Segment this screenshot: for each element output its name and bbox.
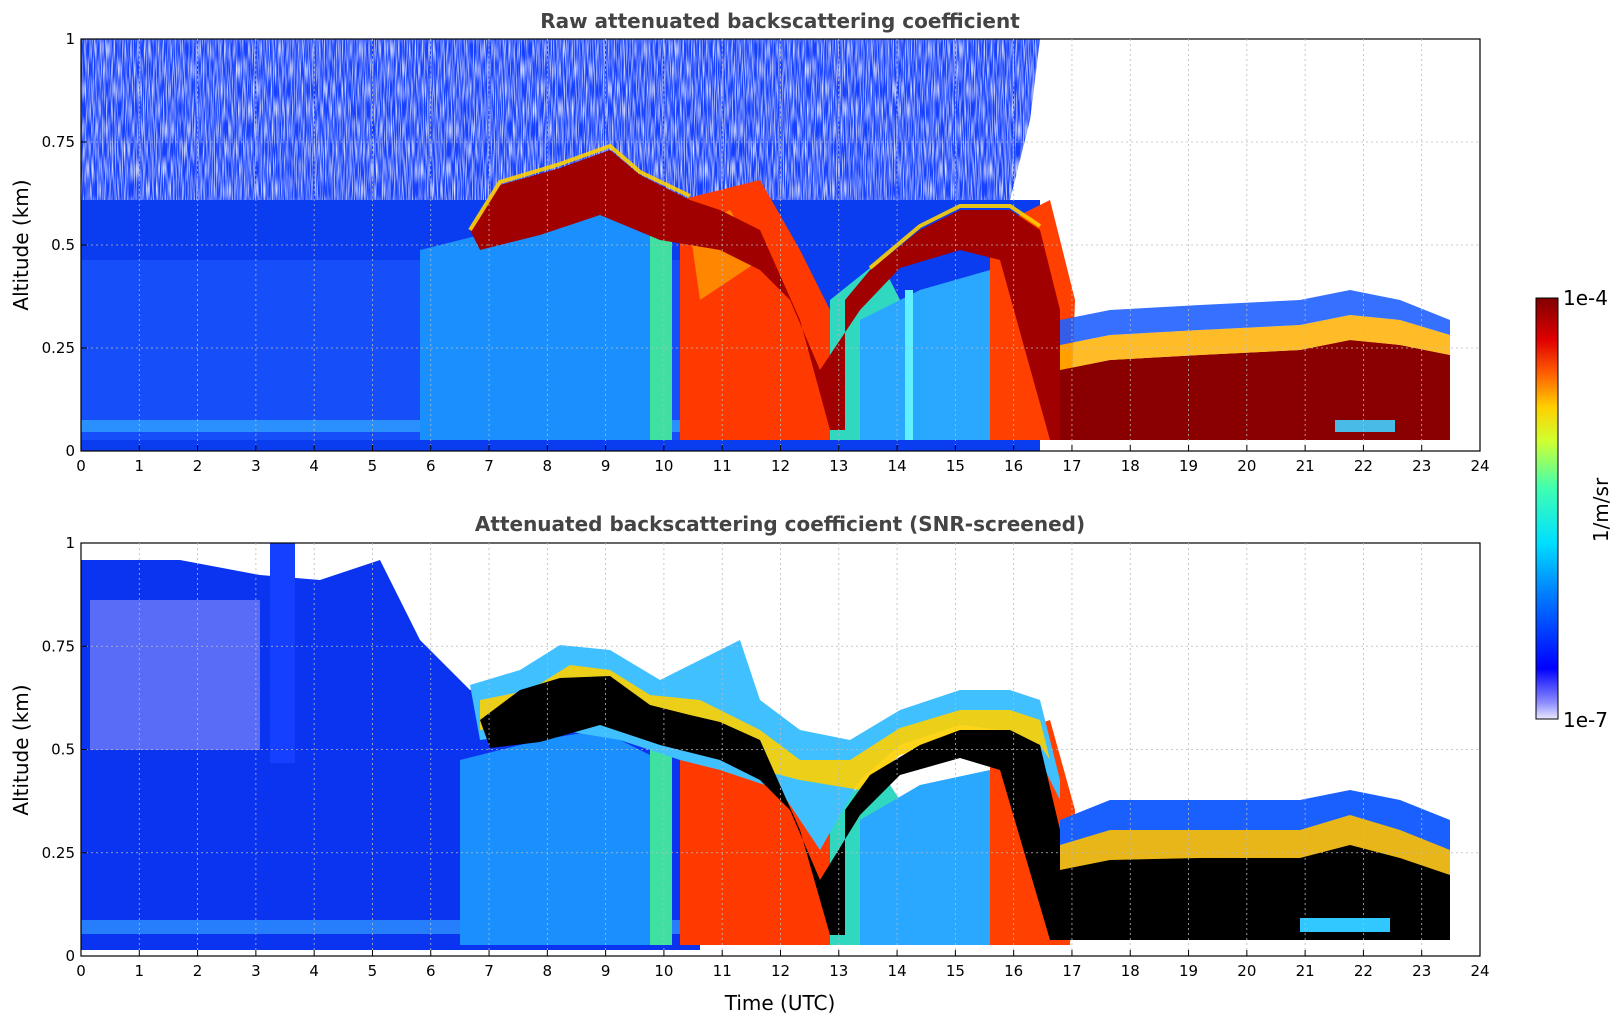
top-x-tick-label: 14 — [888, 457, 907, 475]
bottom-y-axis-label: Altitude (km) — [9, 684, 33, 815]
bottom-x-tick-label: 6 — [426, 962, 436, 980]
bottom-panel-title: Attenuated backscattering coefficient (S… — [475, 512, 1085, 536]
top-x-tick-label: 20 — [1237, 457, 1256, 475]
bottom-x-tick-label: 1 — [135, 962, 145, 980]
top-x-tick-label: 9 — [601, 457, 611, 475]
top-x-tick-label: 0 — [76, 457, 86, 475]
bottom-x-tick-label: 13 — [829, 962, 848, 980]
bottom-x-tick-label: 21 — [1296, 962, 1315, 980]
top-x-tick-label: 24 — [1470, 457, 1489, 475]
top-x-ticks: 0 1 2 3 4 5 6 7 8 9 10 11 12 13 14 15 16 17 18 19 20 21 22 23 24 — [76, 445, 1490, 475]
top-x-tick-label: 3 — [251, 457, 261, 475]
bottom-night-column-3 — [270, 543, 295, 763]
bottom-y-tick-label: 0.5 — [51, 741, 75, 759]
bottom-x-tick-label: 20 — [1237, 962, 1256, 980]
top-x-tick-label: 22 — [1354, 457, 1373, 475]
colorbar-max-label: 1e-4 — [1563, 286, 1608, 310]
top-y-tick-label: 0.5 — [51, 236, 75, 254]
top-bl-fringe-17-24 — [1060, 315, 1450, 370]
bottom-x-tick-label: 15 — [946, 962, 965, 980]
bottom-y-tick-label: 1 — [65, 534, 75, 552]
top-sub-layer-13-16 — [860, 270, 990, 440]
bottom-bl-black — [1060, 845, 1450, 940]
bottom-x-tick-label: 16 — [1004, 962, 1023, 980]
bottom-panel: Attenuated backscattering coefficient (S… — [9, 512, 1490, 1015]
bottom-x-tick-label: 5 — [368, 962, 378, 980]
bottom-bl-cyan-base — [1300, 918, 1390, 932]
bottom-x-tick-label: 23 — [1412, 962, 1431, 980]
top-x-tick-label: 18 — [1121, 457, 1140, 475]
bottom-saturated-layer — [480, 676, 1060, 940]
top-x-tick-label: 12 — [771, 457, 790, 475]
top-x-tick-label: 2 — [193, 457, 203, 475]
top-heatmap — [81, 39, 1480, 451]
top-x-tick-label: 1 — [135, 457, 145, 475]
top-main-layer-fringe — [468, 143, 691, 232]
top-x-tick-label: 13 — [829, 457, 848, 475]
colorbar: 1e-4 1e-7 1/m/sr — [1535, 286, 1613, 732]
bottom-x-tick-label: 9 — [601, 962, 611, 980]
top-sub-layer-7-10 — [420, 210, 660, 440]
bottom-x-tick-label: 12 — [771, 962, 790, 980]
top-y-axis-label: Altitude (km) — [9, 179, 33, 310]
bottom-x-tick-label: 4 — [309, 962, 319, 980]
bottom-grid — [81, 543, 1480, 956]
top-y-tick-label: 0.75 — [42, 133, 75, 151]
colorbar-unit-label: 1/m/sr — [1589, 477, 1613, 542]
top-y-ticks: 0 0.25 0.5 0.75 1 — [42, 30, 87, 460]
top-y-tick-label: 0.25 — [42, 339, 75, 357]
bottom-y-tick-label: 0.75 — [42, 637, 75, 655]
bottom-y-tick-label: 0 — [65, 947, 75, 965]
top-cyan-streak-10 — [650, 230, 672, 440]
bottom-sub-layer-7-10 — [460, 730, 660, 945]
bottom-x-tick-label: 19 — [1179, 962, 1198, 980]
bottom-x-tick-label: 18 — [1121, 962, 1140, 980]
bottom-y-tick-label: 0.25 — [42, 844, 75, 862]
bottom-x-tick-label: 10 — [654, 962, 673, 980]
top-x-tick-label: 15 — [946, 457, 965, 475]
top-x-tick-label: 17 — [1062, 457, 1081, 475]
top-main-layer — [470, 150, 1060, 440]
bottom-x-tick-label: 24 — [1470, 962, 1489, 980]
top-panel-title: Raw attenuated backscattering coefficien… — [540, 9, 1020, 33]
top-x-tick-label: 5 — [368, 457, 378, 475]
bottom-x-tick-label: 11 — [713, 962, 732, 980]
bottom-x-tick-label: 17 — [1062, 962, 1081, 980]
bottom-cyan-streak-10 — [650, 750, 672, 945]
top-x-tick-label: 11 — [713, 457, 732, 475]
bottom-x-tick-label: 2 — [193, 962, 203, 980]
bottom-night-pale — [90, 600, 260, 750]
top-x-tick-label: 4 — [309, 457, 319, 475]
top-boundary-layer-17-24 — [1060, 340, 1450, 440]
top-x-tick-label: 19 — [1179, 457, 1198, 475]
bottom-y-ticks: 0 0.25 0.5 0.75 1 — [42, 534, 87, 965]
bottom-x-ticks: 0 1 2 3 4 5 6 7 8 9 10 11 12 13 14 15 16 17 18 19 20 21 22 23 24 — [76, 950, 1490, 980]
bottom-x-tick-label: 22 — [1354, 962, 1373, 980]
top-x-tick-label: 16 — [1004, 457, 1023, 475]
colorbar-gradient — [1535, 297, 1559, 720]
top-x-tick-label: 10 — [654, 457, 673, 475]
bottom-x-tick-label: 0 — [76, 962, 86, 980]
top-x-tick-label: 23 — [1412, 457, 1431, 475]
bottom-x-tick-label: 8 — [543, 962, 553, 980]
top-y-tick-label: 1 — [65, 30, 75, 48]
colorbar-min-label: 1e-7 — [1563, 708, 1608, 732]
bottom-sub-layer-13-16 — [860, 770, 990, 945]
top-bl-cyan-base — [1335, 420, 1395, 432]
top-x-tick-label: 7 — [484, 457, 494, 475]
top-x-tick-label: 21 — [1296, 457, 1315, 475]
x-axis-label: Time (UTC) — [724, 991, 836, 1015]
top-grid — [81, 39, 1480, 451]
top-cyan-streak-14 — [905, 290, 913, 440]
bottom-x-tick-label: 3 — [251, 962, 261, 980]
top-main-layer-fringe2 — [868, 204, 1042, 270]
bottom-x-tick-label: 7 — [484, 962, 494, 980]
top-x-tick-label: 8 — [543, 457, 553, 475]
top-bl-outer-17-24 — [1060, 290, 1450, 345]
top-x-tick-label: 6 — [426, 457, 436, 475]
top-panel: Raw attenuated backscattering coefficien… — [9, 9, 1490, 475]
top-y-tick-label: 0 — [65, 442, 75, 460]
bottom-x-tick-label: 14 — [888, 962, 907, 980]
